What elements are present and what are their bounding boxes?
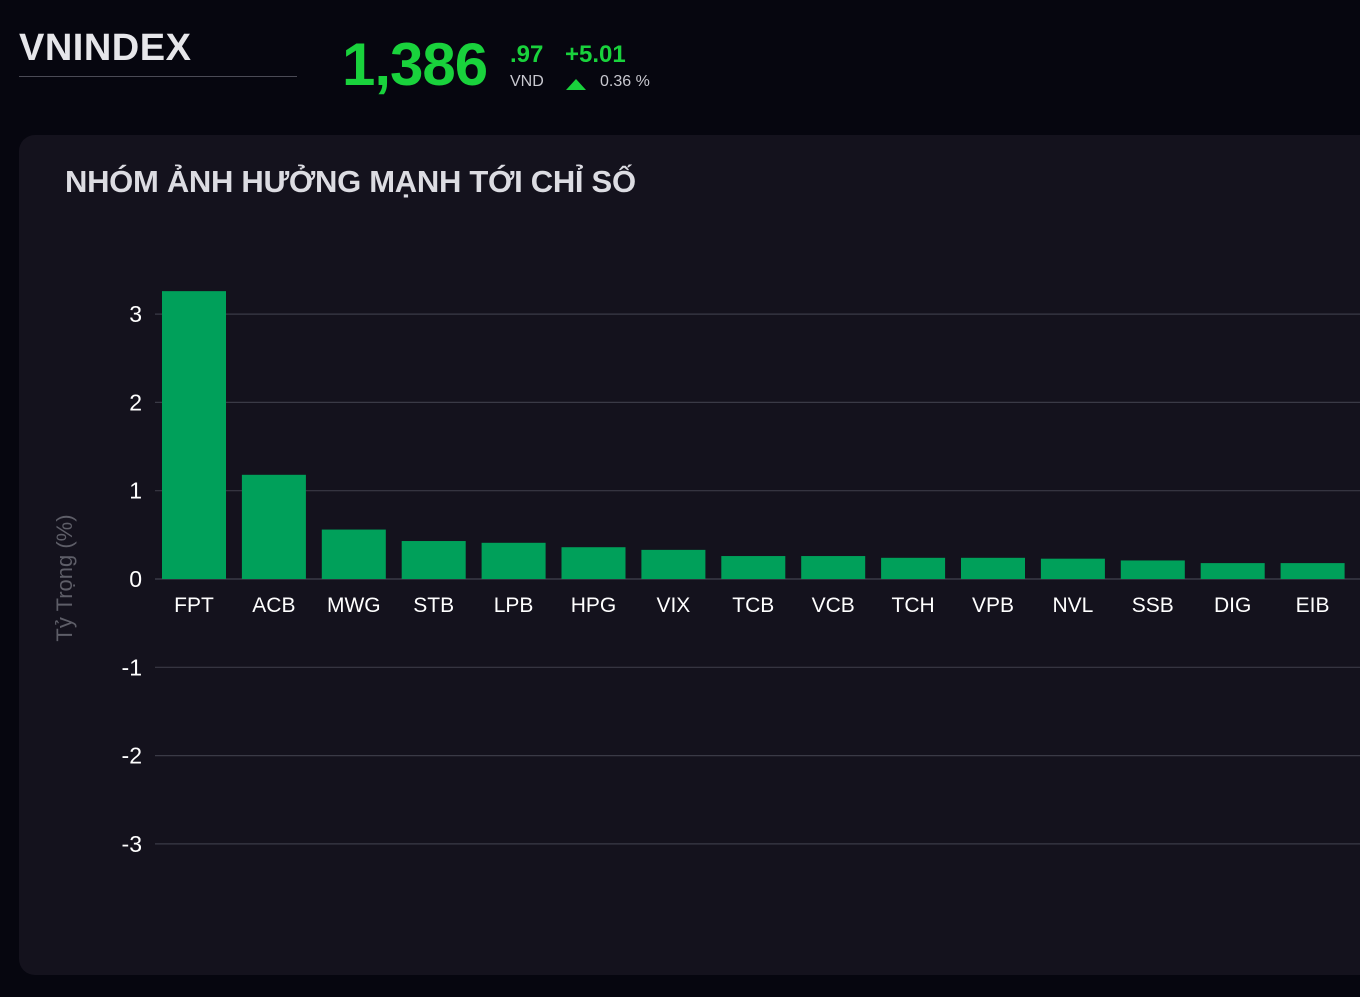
- bar-nvl[interactable]: [1040, 558, 1105, 579]
- y-tick-label: 0: [129, 566, 142, 592]
- bar-stb[interactable]: [401, 541, 466, 579]
- price-change: +5.01: [565, 41, 626, 68]
- x-tick-label: VIX: [656, 594, 690, 617]
- x-tick-label: LPB: [494, 594, 534, 617]
- x-tick-label: EIB: [1296, 594, 1330, 617]
- bar-hpg[interactable]: [561, 547, 626, 579]
- bar-vcb[interactable]: [801, 556, 866, 579]
- y-tick-label: -1: [122, 654, 142, 680]
- y-tick-label: -2: [122, 743, 142, 769]
- x-tick-label: SSB: [1132, 594, 1174, 617]
- x-tick-label: TCH: [892, 594, 935, 617]
- x-tick-label: NVL: [1052, 594, 1093, 617]
- x-tick-label: TCB: [732, 594, 774, 617]
- bar-vix[interactable]: [641, 549, 706, 579]
- x-tick-label: VPB: [972, 594, 1014, 617]
- x-tick-label: ACB: [252, 594, 295, 617]
- index-name: VNINDEX: [19, 26, 297, 77]
- x-tick-label: FPT: [174, 594, 214, 617]
- bar-fpt[interactable]: [162, 291, 226, 579]
- bar-lpb[interactable]: [481, 542, 546, 579]
- y-tick-label: 2: [129, 389, 142, 415]
- x-tick-label: STB: [413, 594, 454, 617]
- index-price-decimal: .97: [510, 41, 544, 68]
- y-axis-label: Tỷ Trọng (%): [52, 514, 77, 641]
- bar-tcb[interactable]: [721, 556, 786, 579]
- bar-ssb[interactable]: [1120, 560, 1185, 579]
- bar-eib[interactable]: [1280, 563, 1345, 579]
- currency-label: VND: [510, 73, 544, 90]
- x-tick-label: VCB: [812, 594, 855, 617]
- bar-vpb[interactable]: [961, 557, 1025, 579]
- x-tick-label: MWG: [327, 594, 381, 617]
- index-header: VNINDEX 1,386 .97 VND +5.01 0.36 %: [0, 0, 1360, 130]
- bar-dig[interactable]: [1200, 563, 1265, 579]
- price-change-percent: 0.36 %: [600, 73, 650, 90]
- y-tick-label: 3: [129, 301, 142, 327]
- y-tick-label: 1: [129, 478, 142, 504]
- x-tick-label: HPG: [571, 594, 617, 617]
- x-tick-label: DIG: [1214, 594, 1251, 617]
- index-price: 1,386: [342, 31, 488, 98]
- bar-tch[interactable]: [881, 557, 946, 579]
- bar-acb[interactable]: [241, 474, 306, 579]
- bar-mwg[interactable]: [321, 529, 386, 579]
- panel-title: NHÓM ẢNH HƯỞNG MẠNH TỚI CHỈ SỐ: [65, 164, 636, 199]
- y-tick-label: -3: [122, 831, 142, 857]
- up-arrow-icon: [566, 79, 586, 90]
